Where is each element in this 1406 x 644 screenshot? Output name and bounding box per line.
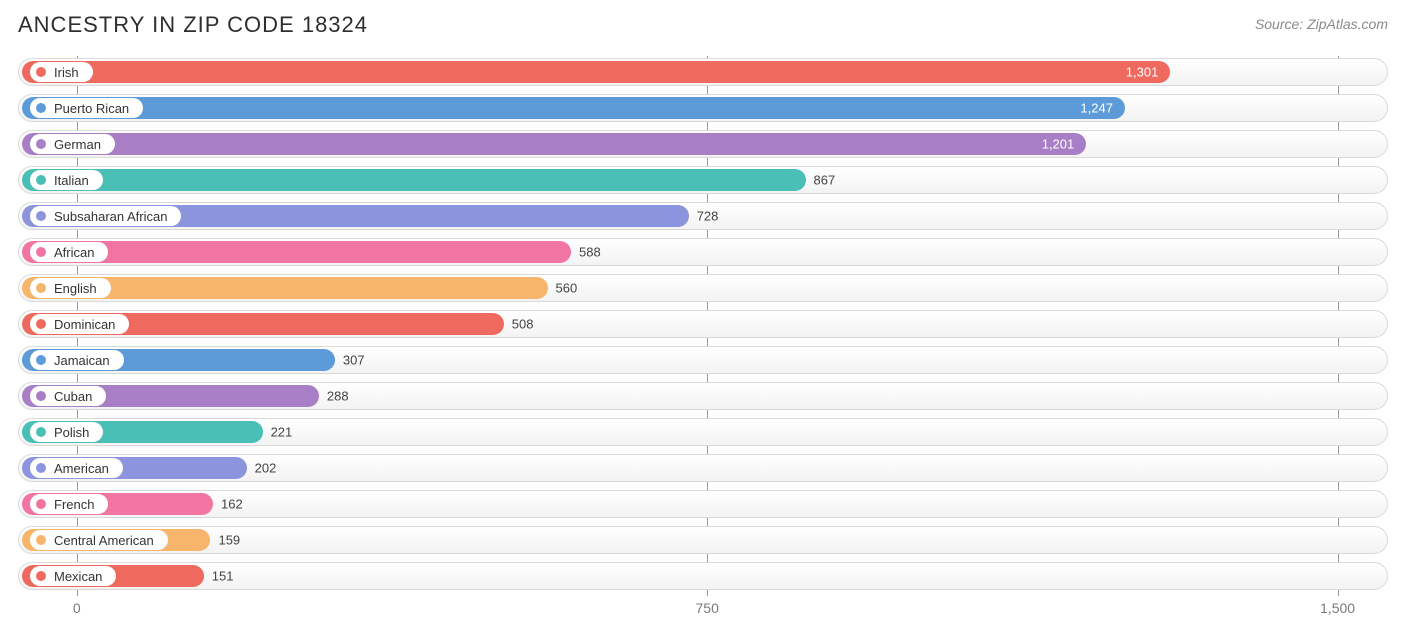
bar-value: 159 — [218, 533, 240, 548]
bar-row: Irish 1,301 — [18, 56, 1388, 88]
bar-rows: Irish 1,301 Puerto Rican 1,247 German 1,201 It… — [18, 56, 1388, 592]
bar-row: Cuban 288 — [18, 380, 1388, 412]
legend-dot — [36, 247, 46, 257]
x-tick-label: 1,500 — [1320, 600, 1355, 616]
bar-value: 728 — [697, 209, 719, 224]
legend-dot — [36, 427, 46, 437]
bar-value: 288 — [327, 389, 349, 404]
bar-label: Italian — [54, 173, 89, 188]
plot-area: Irish 1,301 Puerto Rican 1,247 German 1,201 It… — [18, 56, 1388, 620]
bar-value: 1,301 — [1126, 65, 1159, 80]
bar-label-pill: Mexican — [30, 566, 116, 586]
bar-value: 151 — [212, 569, 234, 584]
bar-label-pill: English — [30, 278, 111, 298]
legend-dot — [36, 283, 46, 293]
bar — [22, 169, 806, 191]
legend-dot — [36, 103, 46, 113]
bar-value: 867 — [814, 173, 836, 188]
legend-dot — [36, 175, 46, 185]
chart-title: ANCESTRY IN ZIP CODE 18324 — [18, 12, 368, 38]
bar — [22, 133, 1086, 155]
bar-value: 560 — [556, 281, 578, 296]
x-axis: 0 750 1,500 — [18, 596, 1388, 620]
bar-label-pill: Dominican — [30, 314, 129, 334]
bar-value: 1,247 — [1080, 101, 1113, 116]
legend-dot — [36, 67, 46, 77]
x-tick-label: 750 — [696, 600, 719, 616]
bar-row: German 1,201 — [18, 128, 1388, 160]
bar-label-pill: French — [30, 494, 108, 514]
bar-label-pill: Jamaican — [30, 350, 124, 370]
bar-label: Dominican — [54, 317, 115, 332]
bar-label-pill: American — [30, 458, 123, 478]
bar-value: 1,201 — [1042, 137, 1075, 152]
bar-label: French — [54, 497, 94, 512]
legend-dot — [36, 463, 46, 473]
bar-value: 221 — [271, 425, 293, 440]
legend-dot — [36, 319, 46, 329]
bar-label-pill: German — [30, 134, 115, 154]
bar-label-pill: Central American — [30, 530, 168, 550]
bar-row: Puerto Rican 1,247 — [18, 92, 1388, 124]
legend-dot — [36, 355, 46, 365]
header: ANCESTRY IN ZIP CODE 18324 Source: ZipAt… — [18, 12, 1388, 38]
bar-row: English 560 — [18, 272, 1388, 304]
bar-row: African 588 — [18, 236, 1388, 268]
ancestry-chart: Irish 1,301 Puerto Rican 1,247 German 1,201 It… — [18, 56, 1388, 620]
bar-row: Central American 159 — [18, 524, 1388, 556]
bar-row: Subsaharan African 728 — [18, 200, 1388, 232]
bar-label-pill: African — [30, 242, 108, 262]
bar-label-pill: Italian — [30, 170, 103, 190]
bar-label: German — [54, 137, 101, 152]
bar-row: Dominican 508 — [18, 308, 1388, 340]
bar-label: Cuban — [54, 389, 92, 404]
bar-label-pill: Irish — [30, 62, 93, 82]
bar-label: Mexican — [54, 569, 102, 584]
bar-label: Jamaican — [54, 353, 110, 368]
bar-label-pill: Polish — [30, 422, 103, 442]
bar-label: American — [54, 461, 109, 476]
bar-row: Polish 221 — [18, 416, 1388, 448]
bar-value: 508 — [512, 317, 534, 332]
bar-label-pill: Cuban — [30, 386, 106, 406]
legend-dot — [36, 211, 46, 221]
bar-label: Puerto Rican — [54, 101, 129, 116]
bar-value: 307 — [343, 353, 365, 368]
bar-label: Polish — [54, 425, 89, 440]
legend-dot — [36, 139, 46, 149]
bar-label: Subsaharan African — [54, 209, 167, 224]
bar-value: 202 — [255, 461, 277, 476]
legend-dot — [36, 535, 46, 545]
bar-row: Italian 867 — [18, 164, 1388, 196]
legend-dot — [36, 571, 46, 581]
bar-row: French 162 — [18, 488, 1388, 520]
bar — [22, 97, 1125, 119]
bar-label: African — [54, 245, 94, 260]
bar-label: Irish — [54, 65, 79, 80]
source-attribution: Source: ZipAtlas.com — [1255, 16, 1388, 32]
bar-row: Jamaican 307 — [18, 344, 1388, 376]
legend-dot — [36, 391, 46, 401]
x-tick-label: 0 — [73, 600, 81, 616]
bar-value: 588 — [579, 245, 601, 260]
bar-label-pill: Puerto Rican — [30, 98, 143, 118]
bar-row: American 202 — [18, 452, 1388, 484]
bar-label-pill: Subsaharan African — [30, 206, 181, 226]
bar-label: Central American — [54, 533, 154, 548]
bar-value: 162 — [221, 497, 243, 512]
bar-row: Mexican 151 — [18, 560, 1388, 592]
bar — [22, 61, 1170, 83]
bar-label: English — [54, 281, 97, 296]
legend-dot — [36, 499, 46, 509]
